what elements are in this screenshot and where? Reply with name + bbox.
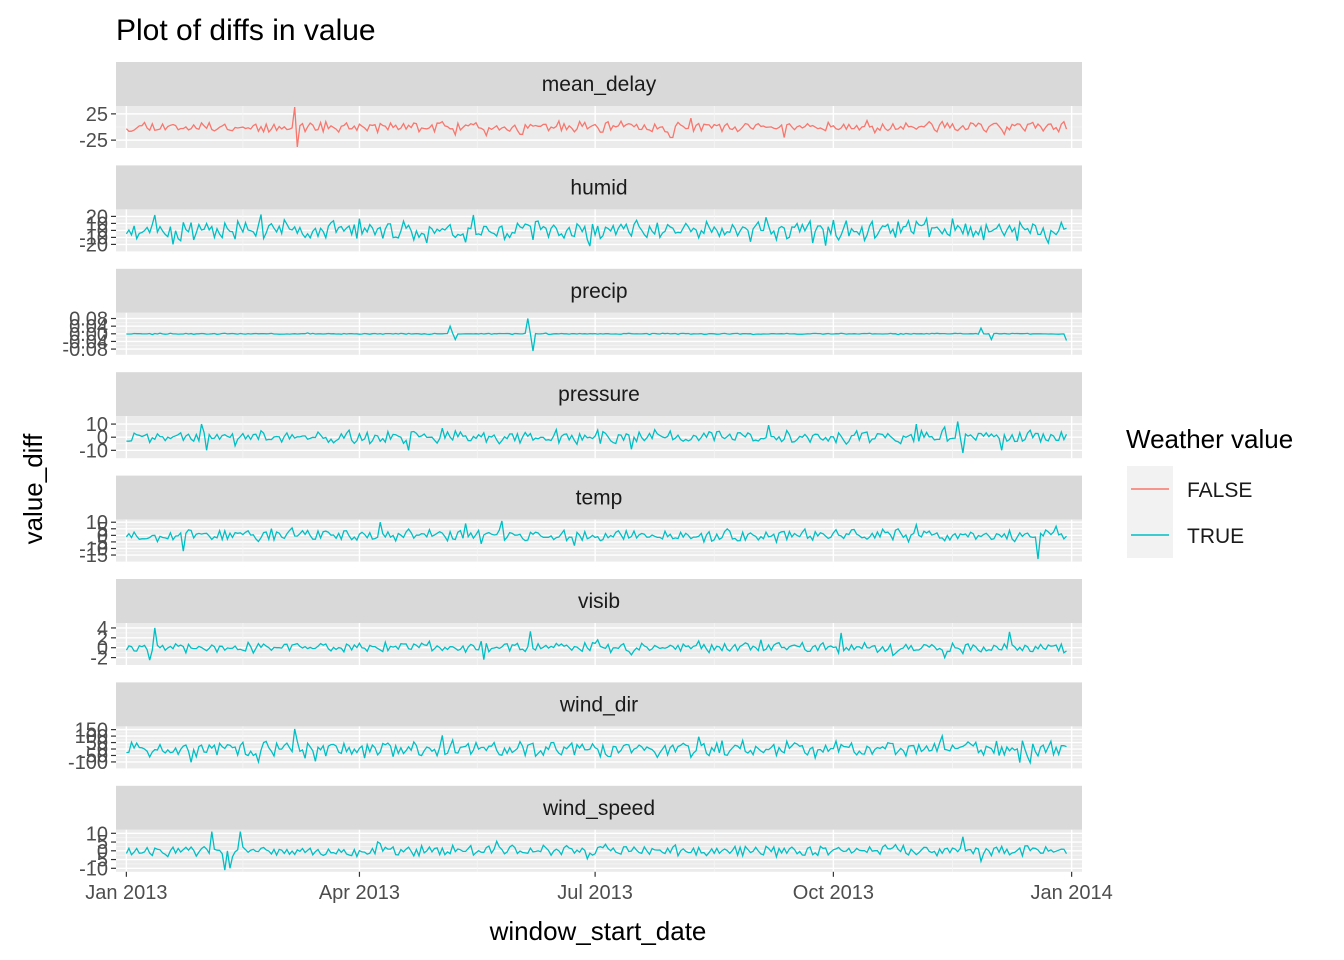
series-line-pressure xyxy=(126,421,1068,454)
legend-label-true: TRUE xyxy=(1187,525,1244,548)
y-tick-label: -10 xyxy=(79,858,108,880)
series-line-humid xyxy=(125,214,1067,247)
y-tick-label: 10 xyxy=(86,414,108,436)
facet-precip: precip 0.080.040.00-0.04-0.08 xyxy=(62,268,1082,361)
facet-mean-delay: mean_delay 25 -25 xyxy=(79,62,1082,152)
y-tick-label: -10 xyxy=(79,538,108,560)
chart-title: Plot of diffs in value xyxy=(116,14,376,47)
facet-strip-label: humid xyxy=(570,176,627,199)
x-tick-label: Oct 2013 xyxy=(793,882,874,904)
y-tick-label: 100 xyxy=(75,726,108,748)
x-tick-label: Jul 2013 xyxy=(557,882,633,904)
y-tick-label: -15 xyxy=(79,545,108,567)
facet-strip xyxy=(116,475,1082,520)
facet-strip xyxy=(116,579,1082,623)
y-tick-label: -25 xyxy=(79,130,108,152)
series-line-wind-dir xyxy=(126,728,1067,766)
facet-strip-label: wind_dir xyxy=(559,693,638,716)
x-tick-label: Jan 2013 xyxy=(85,882,167,904)
series-line-precip xyxy=(126,318,1068,352)
legend-label-false: FALSE xyxy=(1187,479,1252,502)
y-tick-label: 50 xyxy=(86,733,108,755)
facet-strip-label: wind_speed xyxy=(542,797,655,820)
y-tick-label: 0 xyxy=(97,638,108,660)
facet-strip xyxy=(116,62,1082,106)
y-tick-label: 0.08 xyxy=(69,309,108,331)
y-tick-label: -20 xyxy=(79,234,108,256)
y-tick-label: 4 xyxy=(97,618,108,640)
y-tick-label: -5 xyxy=(90,850,108,872)
y-tick-label: 0.00 xyxy=(69,324,108,346)
y-tick-label: 25 xyxy=(86,104,108,126)
facet-strip-label: precip xyxy=(570,280,627,303)
y-tick-label: 5 xyxy=(97,832,108,854)
y-tick-label: 0 xyxy=(97,427,108,449)
y-tick-label: 0.04 xyxy=(69,316,108,338)
facet-panels: mean_delay25-25humid20100-10-20precip0.0… xyxy=(62,62,1082,880)
y-tick-label: 10 xyxy=(86,512,108,534)
facet-strip-label: temp xyxy=(576,487,623,510)
y-tick-label: 0 xyxy=(97,739,108,761)
x-axis: Jan 2013 Apr 2013 Jul 2013 Oct 2013 Jan 2014 xyxy=(85,871,1113,904)
series-line-visib xyxy=(125,627,1067,661)
facet-strip xyxy=(116,785,1082,830)
y-tick-label: 10 xyxy=(86,213,108,235)
y-tick-label: -2 xyxy=(90,648,108,670)
y-tick-label: 10 xyxy=(86,823,108,845)
y-tick-label: 2 xyxy=(97,628,108,650)
facet-strip xyxy=(116,682,1082,727)
y-tick-label: 0 xyxy=(97,525,108,547)
series-line-wind-speed xyxy=(125,831,1068,871)
x-axis-title: window_start_date xyxy=(489,916,707,946)
series-line-temp xyxy=(125,520,1067,560)
x-tick-label: Jan 2014 xyxy=(1030,882,1112,904)
y-tick-label: -0.08 xyxy=(62,339,108,361)
y-tick-label: -10 xyxy=(79,440,108,462)
facet-visib: visib 420-2 xyxy=(90,579,1082,670)
y-tick-label: 150 xyxy=(75,720,108,742)
y-axis-title: value_diff xyxy=(18,433,48,545)
legend: Weather value FALSE TRUE xyxy=(1126,424,1293,558)
facet-strip xyxy=(116,372,1082,417)
y-tick-label: -5 xyxy=(90,532,108,554)
legend-title: Weather value xyxy=(1126,424,1293,454)
facet-pressure: pressure 100-10 xyxy=(79,372,1082,462)
y-tick-label: -10 xyxy=(79,227,108,249)
y-tick-label: 20 xyxy=(86,206,108,228)
y-tick-label: 0 xyxy=(97,220,108,242)
y-tick-label: -100 xyxy=(68,752,108,774)
x-tick-label: Apr 2013 xyxy=(319,882,400,904)
y-tick-label: 0 xyxy=(97,841,108,863)
facet-strip-label: pressure xyxy=(558,383,640,406)
y-tick-label: -0.04 xyxy=(62,331,108,353)
y-tick-label: 5 xyxy=(97,519,108,541)
facet-strip xyxy=(116,268,1082,313)
series-line-mean-delay xyxy=(125,107,1068,147)
facet-strip-label: visib xyxy=(578,590,620,613)
facet-strip-label: mean_delay xyxy=(542,73,657,96)
y-tick-label: -50 xyxy=(79,745,108,767)
facet-strip xyxy=(116,165,1082,210)
